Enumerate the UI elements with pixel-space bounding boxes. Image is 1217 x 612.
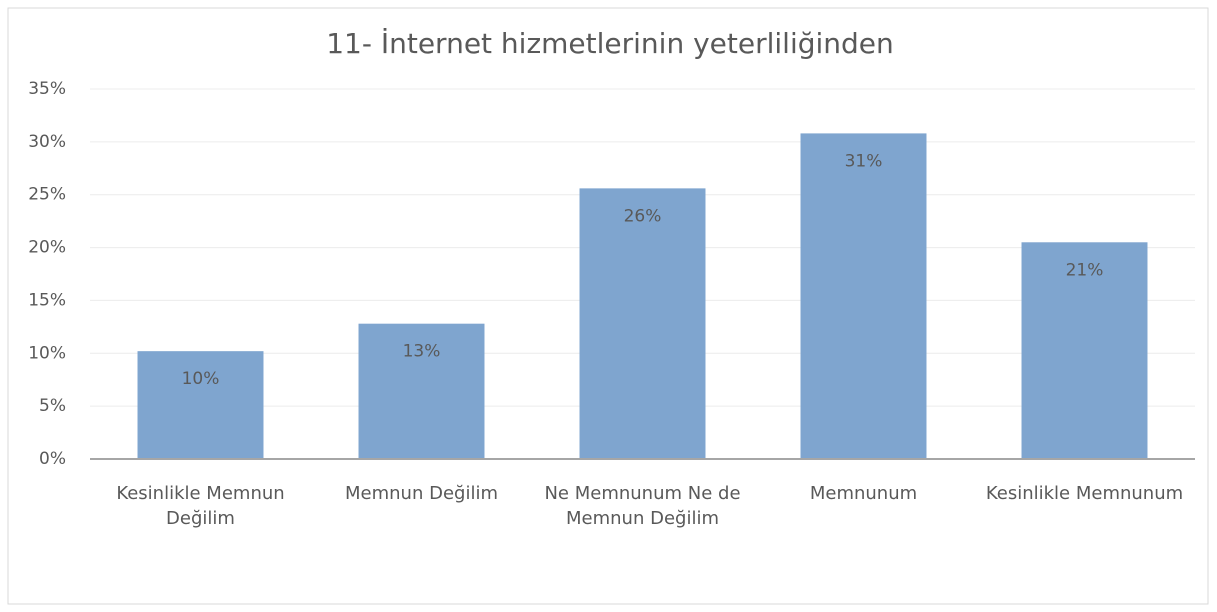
bar — [358, 323, 485, 459]
y-tick-label: 35% — [28, 79, 66, 99]
y-tick-label: 15% — [28, 290, 66, 310]
y-tick-label: 5% — [39, 396, 66, 416]
bar — [1021, 242, 1148, 459]
y-tick-label: 20% — [28, 238, 66, 258]
data-label: 21% — [1066, 260, 1104, 280]
x-tick-label: Memnunum — [809, 483, 918, 504]
y-tick-label: 25% — [28, 185, 66, 205]
data-label: 13% — [403, 342, 441, 362]
bar — [137, 351, 264, 459]
data-label: 26% — [624, 206, 662, 226]
x-tick-label: Memnun Değilim — [345, 483, 498, 504]
y-tick-label: 10% — [28, 343, 66, 363]
x-tick-label: Ne Memnunum Ne de Memnun Değilim — [544, 483, 741, 529]
data-label: 10% — [182, 369, 220, 389]
y-tick-label: 30% — [28, 132, 66, 152]
y-tick-label: 0% — [39, 449, 66, 469]
chart-title: 11- İnternet hizmetlerinin yeterliliğind… — [326, 27, 894, 60]
x-tick-label: Kesinlikle Memnunum — [985, 483, 1184, 504]
bar — [800, 133, 927, 459]
data-label: 31% — [845, 151, 883, 171]
bar — [579, 188, 706, 459]
x-tick-label: Kesinlikle Memnun Değilim — [116, 483, 285, 529]
